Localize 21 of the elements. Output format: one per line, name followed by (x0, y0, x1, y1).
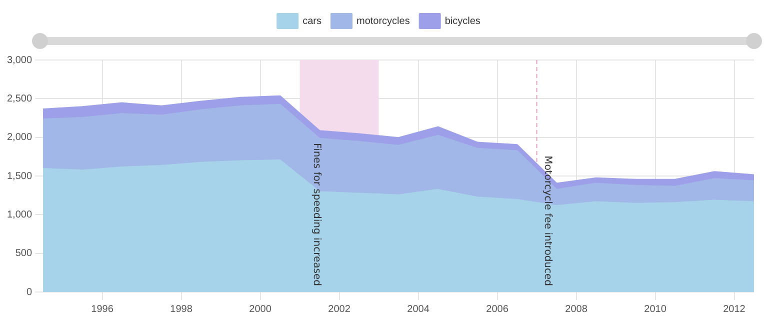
x-tick-label: 2012 (723, 304, 746, 315)
legend-label: bicycles (444, 16, 480, 27)
y-tick-label: 1,000 (6, 209, 32, 220)
y-tick-label: 500 (15, 248, 32, 260)
x-tick-label: 2002 (328, 304, 351, 315)
y-tick-label: 2,000 (6, 132, 32, 144)
x-tick-label: 2008 (565, 304, 588, 315)
x-tick-label: 2004 (407, 304, 430, 315)
x-tick-label: 1996 (91, 304, 114, 315)
x-tick-label: 2006 (486, 304, 509, 315)
y-tick-label: 1,500 (6, 170, 32, 182)
legend-label: cars (302, 16, 322, 27)
ref-line-label: Motorcycle fee introduced (542, 156, 554, 286)
legend-label: motorcycles (356, 16, 410, 27)
y-tick-label: 2,500 (6, 93, 32, 104)
band-label: Fines for speeding increased (311, 143, 322, 286)
x-tick-label: 2010 (644, 304, 667, 315)
x-tick-label: 1998 (170, 304, 193, 315)
y-tick-label: 3,000 (6, 54, 32, 66)
x-tick-label: 2000 (249, 304, 272, 315)
y-tick-label: 0 (26, 286, 32, 298)
